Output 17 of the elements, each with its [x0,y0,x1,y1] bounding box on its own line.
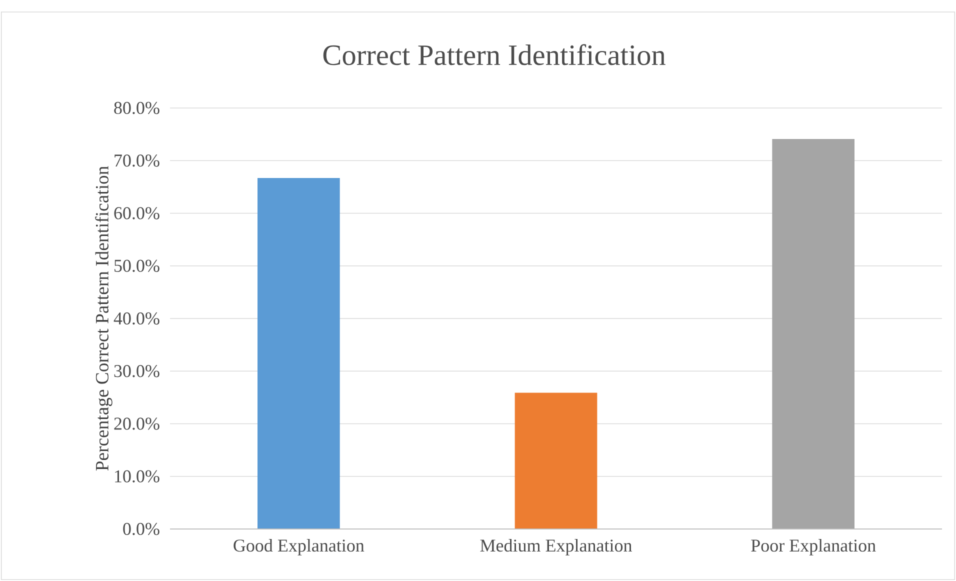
y-tick-label: 70.0% [114,154,160,167]
x-tick-label: Good Explanation [234,539,364,556]
y-axis-title: Percentage Correct Pattern Identification [95,166,112,471]
y-tick-label: 60.0% [114,207,160,220]
bar [772,139,855,529]
y-tick-label: 40.0% [114,312,160,325]
y-tick-label: 30.0% [114,364,160,378]
y-tick-label: 0.0% [123,522,160,536]
bar [258,178,340,529]
y-tick-label: 10.0% [115,470,160,482]
x-tick-label: Medium Explanation [480,539,632,556]
y-tick-label: 20.0% [114,418,160,430]
x-tick-label: Poor Explanation [751,539,876,556]
chart-title: Correct Pattern Identification [323,44,666,66]
y-tick-label: 80.0% [114,102,160,114]
y-tick-label: 50.0% [114,260,160,272]
bar [514,392,598,529]
